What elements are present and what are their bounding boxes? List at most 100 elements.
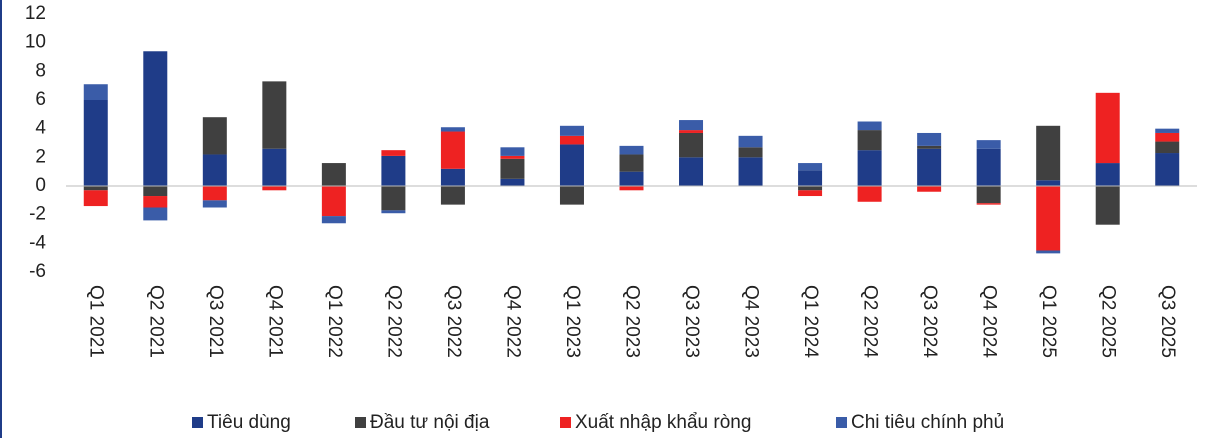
bar-segment bbox=[440, 186, 465, 205]
bar-segment bbox=[202, 200, 227, 208]
bar-segment bbox=[321, 216, 346, 224]
bar-segment bbox=[619, 186, 644, 191]
legend-label: Đầu tư nội địa bbox=[370, 412, 490, 433]
bar-segment bbox=[202, 154, 227, 186]
bar-segment bbox=[857, 130, 882, 151]
bar-segment bbox=[500, 147, 525, 156]
bar-segment bbox=[321, 163, 346, 186]
bar-segment bbox=[679, 132, 704, 158]
bar-segment bbox=[559, 125, 584, 136]
x-tick-label: Q1 2023 bbox=[562, 285, 583, 358]
x-tick-label: Q1 2024 bbox=[800, 285, 821, 358]
legend-label: Tiêu dùng bbox=[207, 412, 291, 433]
bar-segment bbox=[738, 147, 763, 158]
bar-segment bbox=[83, 100, 108, 186]
bar-segment bbox=[976, 203, 1001, 205]
bar-segment bbox=[83, 186, 108, 191]
bar-segment bbox=[798, 170, 823, 186]
bar-segment bbox=[1036, 250, 1061, 254]
legend-swatch bbox=[560, 417, 571, 428]
bar-segment bbox=[559, 186, 584, 205]
bar-segment bbox=[143, 207, 168, 221]
legend-swatch bbox=[836, 417, 847, 428]
x-tick-label: Q3 2021 bbox=[205, 285, 226, 358]
x-tick-label: Q2 2024 bbox=[860, 285, 881, 358]
x-tick-label: Q3 2025 bbox=[1157, 285, 1178, 358]
bar-segment bbox=[976, 186, 1001, 204]
bar-segment bbox=[798, 163, 823, 171]
y-tick-label: 8 bbox=[35, 60, 46, 81]
y-tick-label: 10 bbox=[25, 32, 46, 53]
bar-segment bbox=[857, 121, 882, 131]
bar-segment bbox=[440, 127, 465, 132]
legend-label: Chi tiêu chính phủ bbox=[851, 412, 1004, 433]
bar-segment bbox=[1155, 128, 1180, 133]
bar-segment bbox=[1095, 92, 1120, 164]
y-tick-label: 12 bbox=[25, 3, 46, 24]
bar-segment bbox=[738, 157, 763, 186]
bar-segment bbox=[1155, 141, 1180, 154]
bar-segment bbox=[1155, 132, 1180, 142]
x-tick-label: Q1 2022 bbox=[324, 285, 345, 358]
bar-segment bbox=[738, 135, 763, 148]
bar-segment bbox=[1095, 186, 1120, 225]
bar-segment bbox=[679, 120, 704, 131]
legend-label: Xuất nhập khẩu ròng bbox=[575, 412, 751, 433]
y-tick-label: -2 bbox=[29, 204, 46, 225]
bar-segment bbox=[1036, 186, 1061, 251]
bar-segment bbox=[679, 130, 704, 133]
bar-segment bbox=[143, 51, 168, 187]
x-tick-label: Q3 2022 bbox=[443, 285, 464, 358]
x-tick-label: Q4 2022 bbox=[502, 285, 523, 358]
bar-segment bbox=[381, 155, 406, 186]
bar-segment bbox=[1036, 125, 1061, 181]
bar-segment bbox=[83, 84, 108, 100]
bar-segment bbox=[1095, 163, 1120, 186]
bar-segment bbox=[500, 178, 525, 186]
bar-segment bbox=[381, 186, 406, 211]
bar-segment bbox=[202, 186, 227, 201]
x-tick-label: Q2 2022 bbox=[383, 285, 404, 358]
x-tick-label: Q4 2023 bbox=[741, 285, 762, 358]
bar-segment bbox=[798, 190, 823, 197]
bar-segment bbox=[917, 186, 942, 192]
bar-segment bbox=[500, 158, 525, 179]
bar-segment bbox=[619, 171, 644, 186]
x-tick-label: Q3 2024 bbox=[919, 285, 940, 358]
bar-segment bbox=[857, 186, 882, 202]
bar-segment bbox=[440, 131, 465, 169]
bar-segment bbox=[976, 140, 1001, 149]
x-tick-label: Q3 2023 bbox=[681, 285, 702, 358]
bar-segment bbox=[798, 186, 823, 191]
legend-swatch bbox=[192, 417, 203, 428]
x-tick-label: Q2 2023 bbox=[621, 285, 642, 358]
bar-segment bbox=[143, 196, 168, 208]
bar-segment bbox=[262, 186, 287, 191]
y-tick-label: -6 bbox=[29, 261, 46, 282]
y-tick-label: 2 bbox=[35, 146, 46, 167]
bar-segment bbox=[262, 81, 287, 149]
bar-segment bbox=[619, 145, 644, 155]
y-tick-label: 6 bbox=[35, 89, 46, 110]
bar-segment bbox=[500, 155, 525, 159]
bar-segment bbox=[1036, 180, 1061, 186]
bar-segment bbox=[559, 135, 584, 145]
bar-segment bbox=[1155, 153, 1180, 186]
bar-segment bbox=[143, 186, 168, 197]
y-tick-label: 0 bbox=[35, 175, 46, 196]
x-tick-label: Q1 2021 bbox=[86, 285, 107, 358]
bar-segment bbox=[202, 117, 227, 155]
bar-segment bbox=[262, 148, 287, 186]
x-tick-label: Q2 2025 bbox=[1098, 285, 1119, 358]
bar-segment bbox=[381, 150, 406, 156]
bar-segment bbox=[381, 210, 406, 214]
bar-segment bbox=[321, 186, 346, 217]
bar-segment bbox=[679, 157, 704, 186]
x-tick-label: Q4 2024 bbox=[979, 285, 1000, 358]
bar-segment bbox=[976, 148, 1001, 186]
bar-segment bbox=[917, 145, 942, 149]
legend-swatch bbox=[355, 417, 366, 428]
y-tick-label: 4 bbox=[35, 118, 46, 139]
bar-segment bbox=[917, 148, 942, 186]
